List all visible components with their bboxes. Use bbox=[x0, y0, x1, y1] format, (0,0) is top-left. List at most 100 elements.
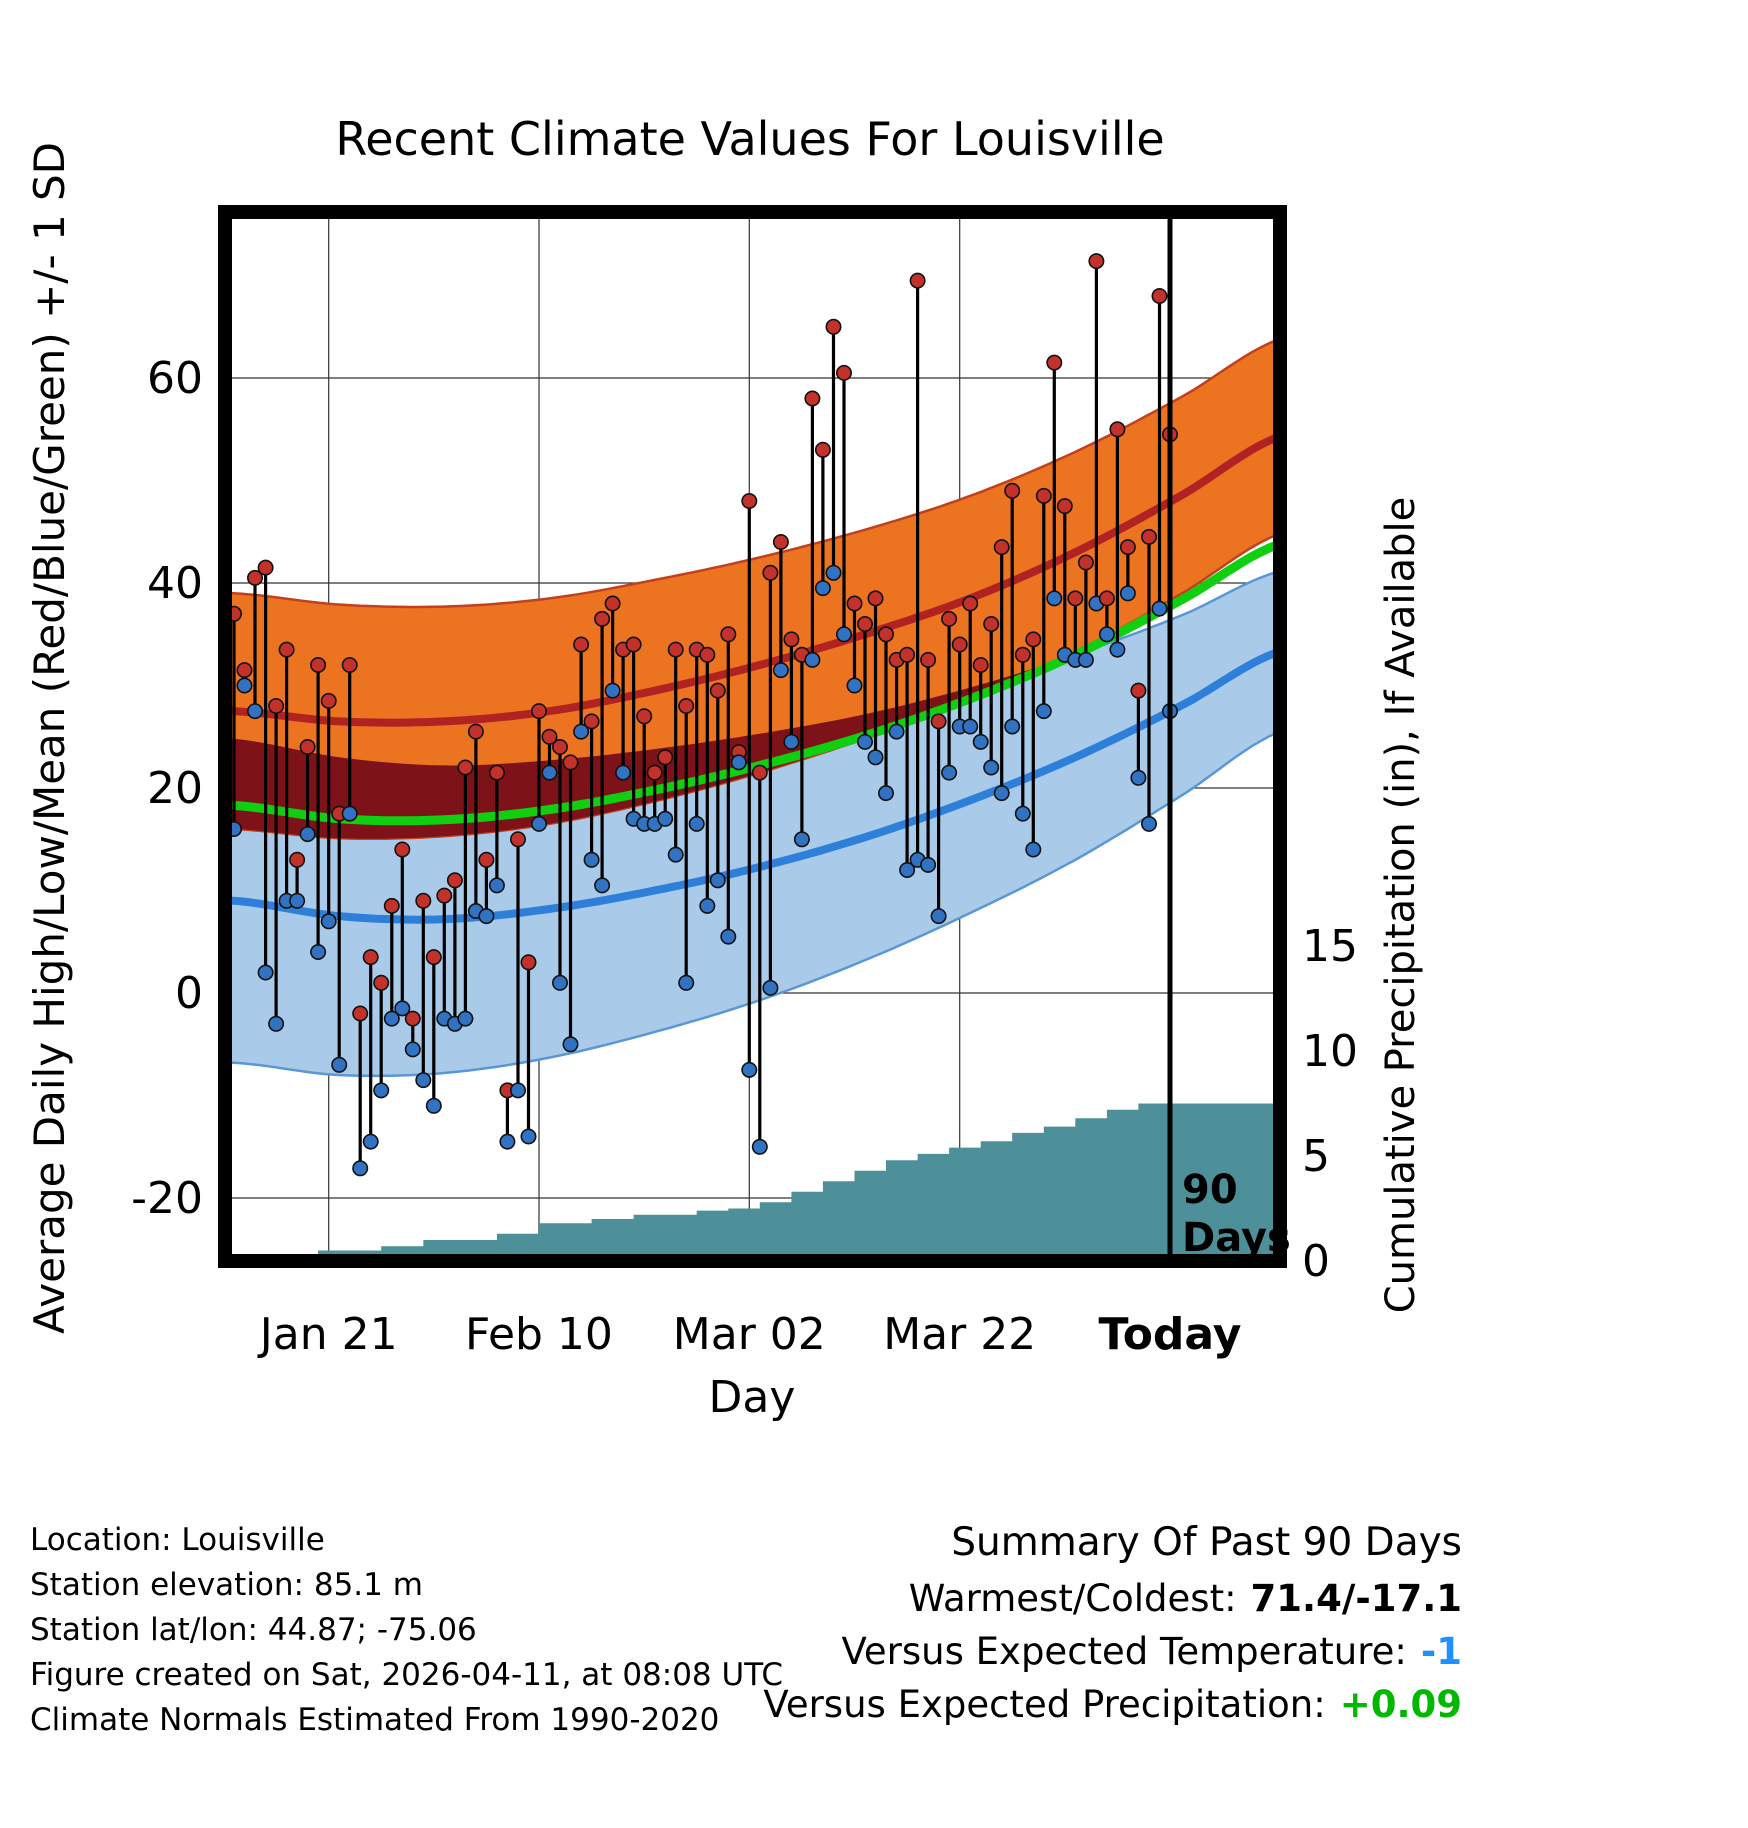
daily-low-point bbox=[709, 872, 726, 889]
daily-high-point bbox=[594, 610, 611, 627]
daily-high-point bbox=[404, 1010, 421, 1027]
y-left-axis-label: Average Daily High/Low/Mean (Red/Blue/Gr… bbox=[25, 142, 74, 1334]
daily-low-point bbox=[299, 826, 316, 843]
daily-low-point bbox=[1130, 769, 1147, 786]
daily-high-point bbox=[320, 692, 337, 709]
daily-range-lines bbox=[232, 261, 1172, 1169]
y-right-tick-label: 15 bbox=[1302, 921, 1358, 972]
daily-high-point bbox=[1014, 646, 1031, 663]
daily-high-point bbox=[983, 615, 1000, 632]
daily-low-point bbox=[856, 733, 873, 750]
daily-high-point bbox=[583, 713, 600, 730]
daily-low-point bbox=[741, 1061, 758, 1078]
band-overlap-region bbox=[225, 660, 1058, 839]
daily-high-point bbox=[1077, 554, 1094, 571]
daily-high-point bbox=[825, 318, 842, 335]
x-tick-label: Feb 10 bbox=[465, 1309, 613, 1360]
cumulative-precip-area bbox=[225, 1103, 1280, 1261]
daily-high-point bbox=[446, 872, 463, 889]
daily-high-point bbox=[1004, 482, 1021, 499]
y-right-tick-label: 0 bbox=[1302, 1236, 1330, 1287]
y-right-tick-label: 5 bbox=[1302, 1131, 1330, 1182]
daily-low-point bbox=[1035, 703, 1052, 720]
daily-low-point bbox=[688, 815, 705, 832]
daily-low-point bbox=[930, 908, 947, 925]
daily-high-point bbox=[1130, 682, 1147, 699]
low-band-bottom-edge bbox=[225, 730, 1280, 1078]
daily-low-point bbox=[667, 846, 684, 863]
daily-high-point bbox=[1067, 590, 1084, 607]
daily-high-point bbox=[310, 656, 327, 673]
daily-low-point bbox=[804, 651, 821, 668]
daily-high-point bbox=[804, 390, 821, 407]
low-temp-band bbox=[225, 571, 1280, 1076]
daily-high-point bbox=[657, 749, 674, 766]
daily-high-point bbox=[530, 703, 547, 720]
daily-low-point bbox=[530, 815, 547, 832]
daily-low-point bbox=[520, 1128, 537, 1145]
daily-high-point bbox=[951, 636, 968, 653]
daily-high-point bbox=[909, 272, 926, 289]
daily-low-point bbox=[877, 785, 894, 802]
daily-high-point bbox=[415, 892, 432, 909]
warmest-coldest-value: 71.4/-17.1 bbox=[1250, 1577, 1462, 1620]
daily-low-point bbox=[341, 805, 358, 822]
daily-high-point bbox=[362, 949, 379, 966]
daily-low-point bbox=[615, 764, 632, 781]
daily-low-point bbox=[352, 1160, 369, 1177]
daily-high-point bbox=[772, 533, 789, 550]
daily-high-point bbox=[467, 723, 484, 740]
daily-low-point bbox=[289, 892, 306, 909]
daily-high-point bbox=[751, 764, 768, 781]
daily-high-point bbox=[278, 641, 295, 658]
daily-low-point bbox=[1151, 600, 1168, 617]
daily-high-point bbox=[1046, 354, 1063, 371]
daily-high-point bbox=[856, 615, 873, 632]
daily-high-point bbox=[236, 662, 253, 679]
summary-vs-temperature: Versus Expected Temperature: -1 bbox=[763, 1630, 1462, 1673]
axis-text: -20 0 20 40 60 0 5 10 15 Jan 21 Feb 10 Mar 02 Mar 22… bbox=[25, 142, 1424, 1423]
ninety-days-annotation-line1: 90 bbox=[1182, 1167, 1238, 1213]
daily-low-point bbox=[941, 764, 958, 781]
summary-vs-precipitation: Versus Expected Precipitation: +0.09 bbox=[763, 1683, 1462, 1726]
daily-high-point bbox=[1098, 590, 1115, 607]
daily-points bbox=[226, 253, 1179, 1177]
daily-low-point bbox=[551, 974, 568, 991]
daily-high-point bbox=[920, 651, 937, 668]
daily-low-point bbox=[993, 785, 1010, 802]
daily-low-point bbox=[772, 662, 789, 679]
daily-low-point bbox=[730, 754, 747, 771]
y-right-axis-label: Cumulative Precipitation (in), If Availa… bbox=[1378, 497, 1424, 1314]
station-elevation: Station elevation: 85.1 m bbox=[30, 1567, 423, 1603]
daily-high-point bbox=[383, 897, 400, 914]
daily-low-point bbox=[962, 718, 979, 735]
daily-low-point bbox=[1046, 590, 1063, 607]
daily-low-point bbox=[415, 1072, 432, 1089]
daily-high-point bbox=[1119, 539, 1136, 556]
x-tick-label: Mar 22 bbox=[883, 1309, 1036, 1360]
summary-warmest-coldest: Warmest/Coldest: 71.4/-17.1 bbox=[763, 1577, 1462, 1620]
daily-high-point bbox=[1035, 487, 1052, 504]
daily-low-point bbox=[762, 979, 779, 996]
daily-high-point bbox=[667, 641, 684, 658]
y-right-tick-label: 10 bbox=[1302, 1026, 1358, 1077]
daily-low-point bbox=[394, 1000, 411, 1017]
daily-high-point bbox=[436, 887, 453, 904]
daily-low-point bbox=[972, 733, 989, 750]
high-mean-line bbox=[225, 432, 1280, 727]
daily-high-point bbox=[762, 564, 779, 581]
daily-low-point bbox=[509, 1082, 526, 1099]
chart-title: Recent Climate Values For Louisville bbox=[335, 112, 1165, 166]
daily-high-point bbox=[678, 697, 695, 714]
daily-low-point bbox=[983, 759, 1000, 776]
daily-low-point bbox=[541, 764, 558, 781]
daily-high-point bbox=[972, 656, 989, 673]
y-left-tick-label: 20 bbox=[147, 763, 203, 814]
daily-low-point bbox=[268, 1015, 285, 1032]
daily-low-point bbox=[594, 877, 611, 894]
vs-precip-value: +0.09 bbox=[1339, 1683, 1462, 1726]
daily-high-point bbox=[1056, 498, 1073, 515]
daily-high-point bbox=[509, 831, 526, 848]
